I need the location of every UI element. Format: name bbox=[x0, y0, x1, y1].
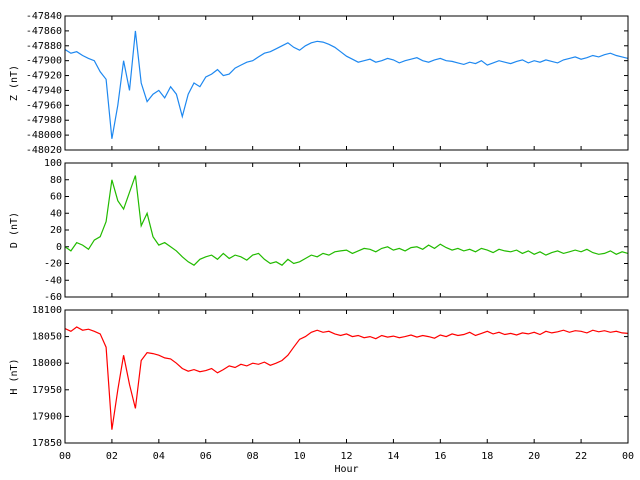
x-tick-label: 20 bbox=[528, 451, 540, 462]
x-tick-label: 08 bbox=[247, 451, 259, 462]
plot-frame bbox=[64, 162, 629, 298]
plot-frame bbox=[64, 309, 629, 444]
y-tick-label: -48020 bbox=[26, 145, 62, 156]
y-tick-label: -47880 bbox=[26, 41, 62, 52]
data-line bbox=[64, 175, 629, 266]
y-tick-label: 100 bbox=[44, 158, 62, 169]
x-tick-label: 00 bbox=[622, 451, 634, 462]
y-tick-label: -40 bbox=[44, 275, 62, 286]
data-line bbox=[64, 326, 629, 430]
y-tick-label: -47860 bbox=[26, 26, 62, 37]
y-axis-label: H (nT) bbox=[9, 358, 20, 394]
plot-frame bbox=[64, 15, 629, 151]
y-tick-label: 80 bbox=[50, 175, 62, 186]
x-tick-label: 18 bbox=[481, 451, 493, 462]
y-tick-label: 0 bbox=[56, 242, 62, 253]
y-tick-label: 20 bbox=[50, 225, 62, 236]
x-tick-label: 14 bbox=[387, 451, 399, 462]
y-tick-label: -47940 bbox=[26, 85, 62, 96]
y-tick-label: -47980 bbox=[26, 115, 62, 126]
y-tick-label: 17900 bbox=[32, 411, 62, 422]
x-tick-label: 02 bbox=[106, 451, 118, 462]
y-tick-label: 18100 bbox=[32, 305, 62, 316]
y-tick-label: -20 bbox=[44, 259, 62, 270]
y-tick-label: 17950 bbox=[32, 385, 62, 396]
y-tick-label: 18050 bbox=[32, 332, 62, 343]
x-tick-label: 00 bbox=[59, 451, 71, 462]
y-tick-label: -47960 bbox=[26, 100, 62, 111]
x-tick-label: 04 bbox=[153, 451, 165, 462]
y-axis-label: D (nT) bbox=[9, 212, 20, 248]
x-tick-label: 22 bbox=[575, 451, 587, 462]
y-tick-label: -60 bbox=[44, 292, 62, 303]
y-tick-label: 40 bbox=[50, 208, 62, 219]
y-tick-label: -47840 bbox=[26, 11, 62, 22]
x-tick-label: 10 bbox=[294, 451, 306, 462]
y-tick-label: 17850 bbox=[32, 438, 62, 449]
y-tick-label: 18000 bbox=[32, 358, 62, 369]
y-tick-label: 60 bbox=[50, 192, 62, 203]
y-tick-label: -47900 bbox=[26, 56, 62, 67]
y-tick-label: -48000 bbox=[26, 130, 62, 141]
x-tick-label: 16 bbox=[434, 451, 446, 462]
y-tick-label: -47920 bbox=[26, 71, 62, 82]
x-axis-label: Hour bbox=[334, 464, 358, 475]
x-tick-label: 06 bbox=[200, 451, 212, 462]
data-line bbox=[64, 30, 629, 139]
x-tick-label: 12 bbox=[340, 451, 352, 462]
y-axis-label: Z (nT) bbox=[9, 65, 20, 101]
